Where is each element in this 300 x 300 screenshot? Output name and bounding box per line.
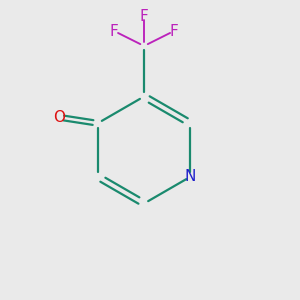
Text: F: F [140,9,148,24]
Text: F: F [110,24,119,39]
Text: O: O [53,110,65,125]
Text: N: N [185,169,196,184]
Text: F: F [169,24,178,39]
